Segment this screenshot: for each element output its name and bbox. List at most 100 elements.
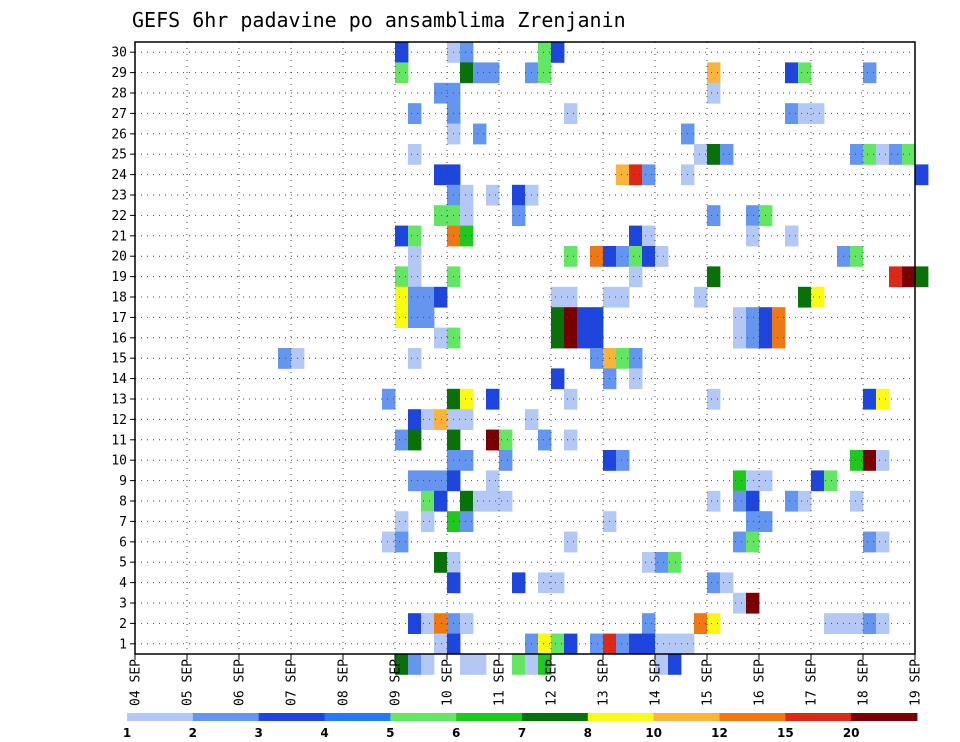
heatmap-cell bbox=[785, 103, 799, 124]
heatmap-cell bbox=[486, 490, 513, 512]
heatmap-cell bbox=[473, 62, 500, 84]
heatmap-cell bbox=[395, 654, 409, 675]
y-tick-label: 3 bbox=[119, 597, 127, 612]
heatmap-cell bbox=[746, 225, 760, 247]
y-tick-label: 13 bbox=[111, 393, 127, 408]
heatmap-cell bbox=[447, 450, 474, 471]
heatmap-cell bbox=[785, 62, 799, 84]
heatmap-cell bbox=[889, 266, 903, 288]
heatmap-cell bbox=[811, 286, 825, 308]
colorbar-label: 15 bbox=[777, 726, 794, 740]
x-tick-label: 07 SEP bbox=[285, 659, 300, 706]
colorbar-label: 6 bbox=[452, 726, 460, 740]
colorbar-swatch bbox=[522, 713, 589, 721]
heatmap-cell bbox=[850, 450, 864, 471]
heatmap-cell bbox=[629, 368, 643, 390]
heatmap-cell bbox=[408, 348, 422, 369]
x-tick-label: 04 SEP bbox=[129, 659, 144, 706]
heatmap-cell bbox=[694, 286, 708, 308]
heatmap-cell bbox=[863, 388, 877, 410]
heatmap-cell bbox=[421, 654, 435, 675]
heatmap-cell bbox=[564, 327, 578, 349]
heatmap-cell bbox=[551, 286, 578, 308]
heatmap-cell bbox=[616, 450, 630, 471]
heatmap-cell bbox=[863, 531, 877, 553]
heatmap-cell bbox=[876, 613, 890, 634]
heatmap-cell bbox=[551, 42, 565, 63]
heatmap-cell bbox=[655, 633, 669, 655]
heatmap-cell bbox=[434, 613, 448, 634]
heatmap-cell bbox=[395, 307, 409, 328]
heatmap-cell bbox=[629, 225, 643, 247]
heatmap-cell bbox=[668, 552, 682, 573]
heatmap-cell bbox=[746, 531, 760, 553]
heatmap-cell bbox=[525, 654, 539, 675]
y-tick-label: 4 bbox=[119, 576, 127, 591]
heatmap-cell bbox=[408, 429, 422, 451]
y-tick-label: 28 bbox=[111, 87, 127, 102]
x-tick-label: 17 SEP bbox=[805, 659, 820, 706]
heatmap-cell bbox=[486, 184, 500, 206]
heatmap-cell bbox=[707, 490, 721, 512]
colorbar-label: 7 bbox=[518, 726, 526, 740]
heatmap-cell bbox=[395, 429, 409, 451]
heatmap-cell bbox=[902, 266, 916, 288]
colorbar-swatch bbox=[785, 713, 852, 721]
heatmap-cell bbox=[408, 286, 435, 308]
heatmap-cell bbox=[434, 409, 448, 430]
y-tick-label: 19 bbox=[111, 270, 127, 285]
x-tick-label: 10 SEP bbox=[441, 659, 456, 706]
plot-frame bbox=[134, 41, 916, 655]
y-tick-label: 21 bbox=[111, 229, 127, 244]
colorbar-label: 12 bbox=[711, 726, 728, 740]
heatmap-cell bbox=[616, 246, 630, 267]
heatmap-cell bbox=[421, 511, 435, 532]
heatmap-cell bbox=[616, 164, 630, 186]
heatmap-cell bbox=[720, 572, 734, 594]
colorbar-swatch bbox=[258, 713, 325, 721]
x-axis: 04 SEP 05 SEP 06 SEP 07 SEP 08 SEP 09 SEP 10 S… bbox=[129, 654, 924, 706]
heatmap-cell bbox=[707, 144, 721, 165]
colorbar-swatch bbox=[390, 713, 457, 721]
heatmap-cell bbox=[720, 144, 734, 165]
heatmap-cell bbox=[460, 613, 474, 634]
y-tick-label: 26 bbox=[111, 127, 127, 142]
heatmap-cell bbox=[811, 470, 825, 492]
heatmap-cell bbox=[499, 429, 513, 451]
heatmap-cell bbox=[421, 409, 435, 430]
heatmap-cell bbox=[616, 633, 630, 655]
heatmap-cell bbox=[278, 348, 292, 369]
heatmap-cell bbox=[733, 490, 747, 512]
x-tick-label: 12 SEP bbox=[545, 659, 560, 706]
y-tick-label: 24 bbox=[111, 168, 127, 183]
x-tick-label: 09 SEP bbox=[389, 659, 404, 706]
heatmap-cell bbox=[590, 246, 604, 267]
heatmap-cell bbox=[460, 490, 474, 512]
heatmap-cells bbox=[278, 42, 929, 675]
x-tick-label: 05 SEP bbox=[181, 659, 196, 706]
x-tick-label: 14 SEP bbox=[649, 659, 664, 706]
colorbar-label: 3 bbox=[254, 726, 262, 740]
heatmap-cell bbox=[902, 144, 916, 165]
heatmap-cell bbox=[915, 164, 929, 186]
heatmap-cell bbox=[408, 266, 422, 288]
colorbar-swatch bbox=[719, 713, 786, 721]
heatmap-cell bbox=[460, 511, 474, 532]
heatmap-cell bbox=[486, 470, 500, 492]
heatmap-cell bbox=[746, 327, 760, 349]
heatmap-cell bbox=[746, 490, 760, 512]
heatmap-cell bbox=[512, 184, 526, 206]
heatmap-cell bbox=[876, 388, 890, 410]
heatmap-cell bbox=[460, 42, 474, 63]
heatmap-cell bbox=[564, 429, 578, 451]
colorbar-label: 8 bbox=[584, 726, 592, 740]
y-tick-label: 7 bbox=[119, 515, 127, 530]
y-tick-label: 27 bbox=[111, 107, 127, 122]
colorbar-label: 1 bbox=[123, 726, 131, 740]
colorbar-label: 10 bbox=[645, 726, 662, 740]
heatmap-cell bbox=[564, 103, 578, 124]
heatmap-cell bbox=[876, 531, 890, 553]
heatmap-cell bbox=[746, 511, 760, 532]
heatmap-cell bbox=[551, 368, 565, 390]
colorbar: 1 2 3 4 5 6 7 8 10 12 15 20 bbox=[123, 713, 918, 740]
